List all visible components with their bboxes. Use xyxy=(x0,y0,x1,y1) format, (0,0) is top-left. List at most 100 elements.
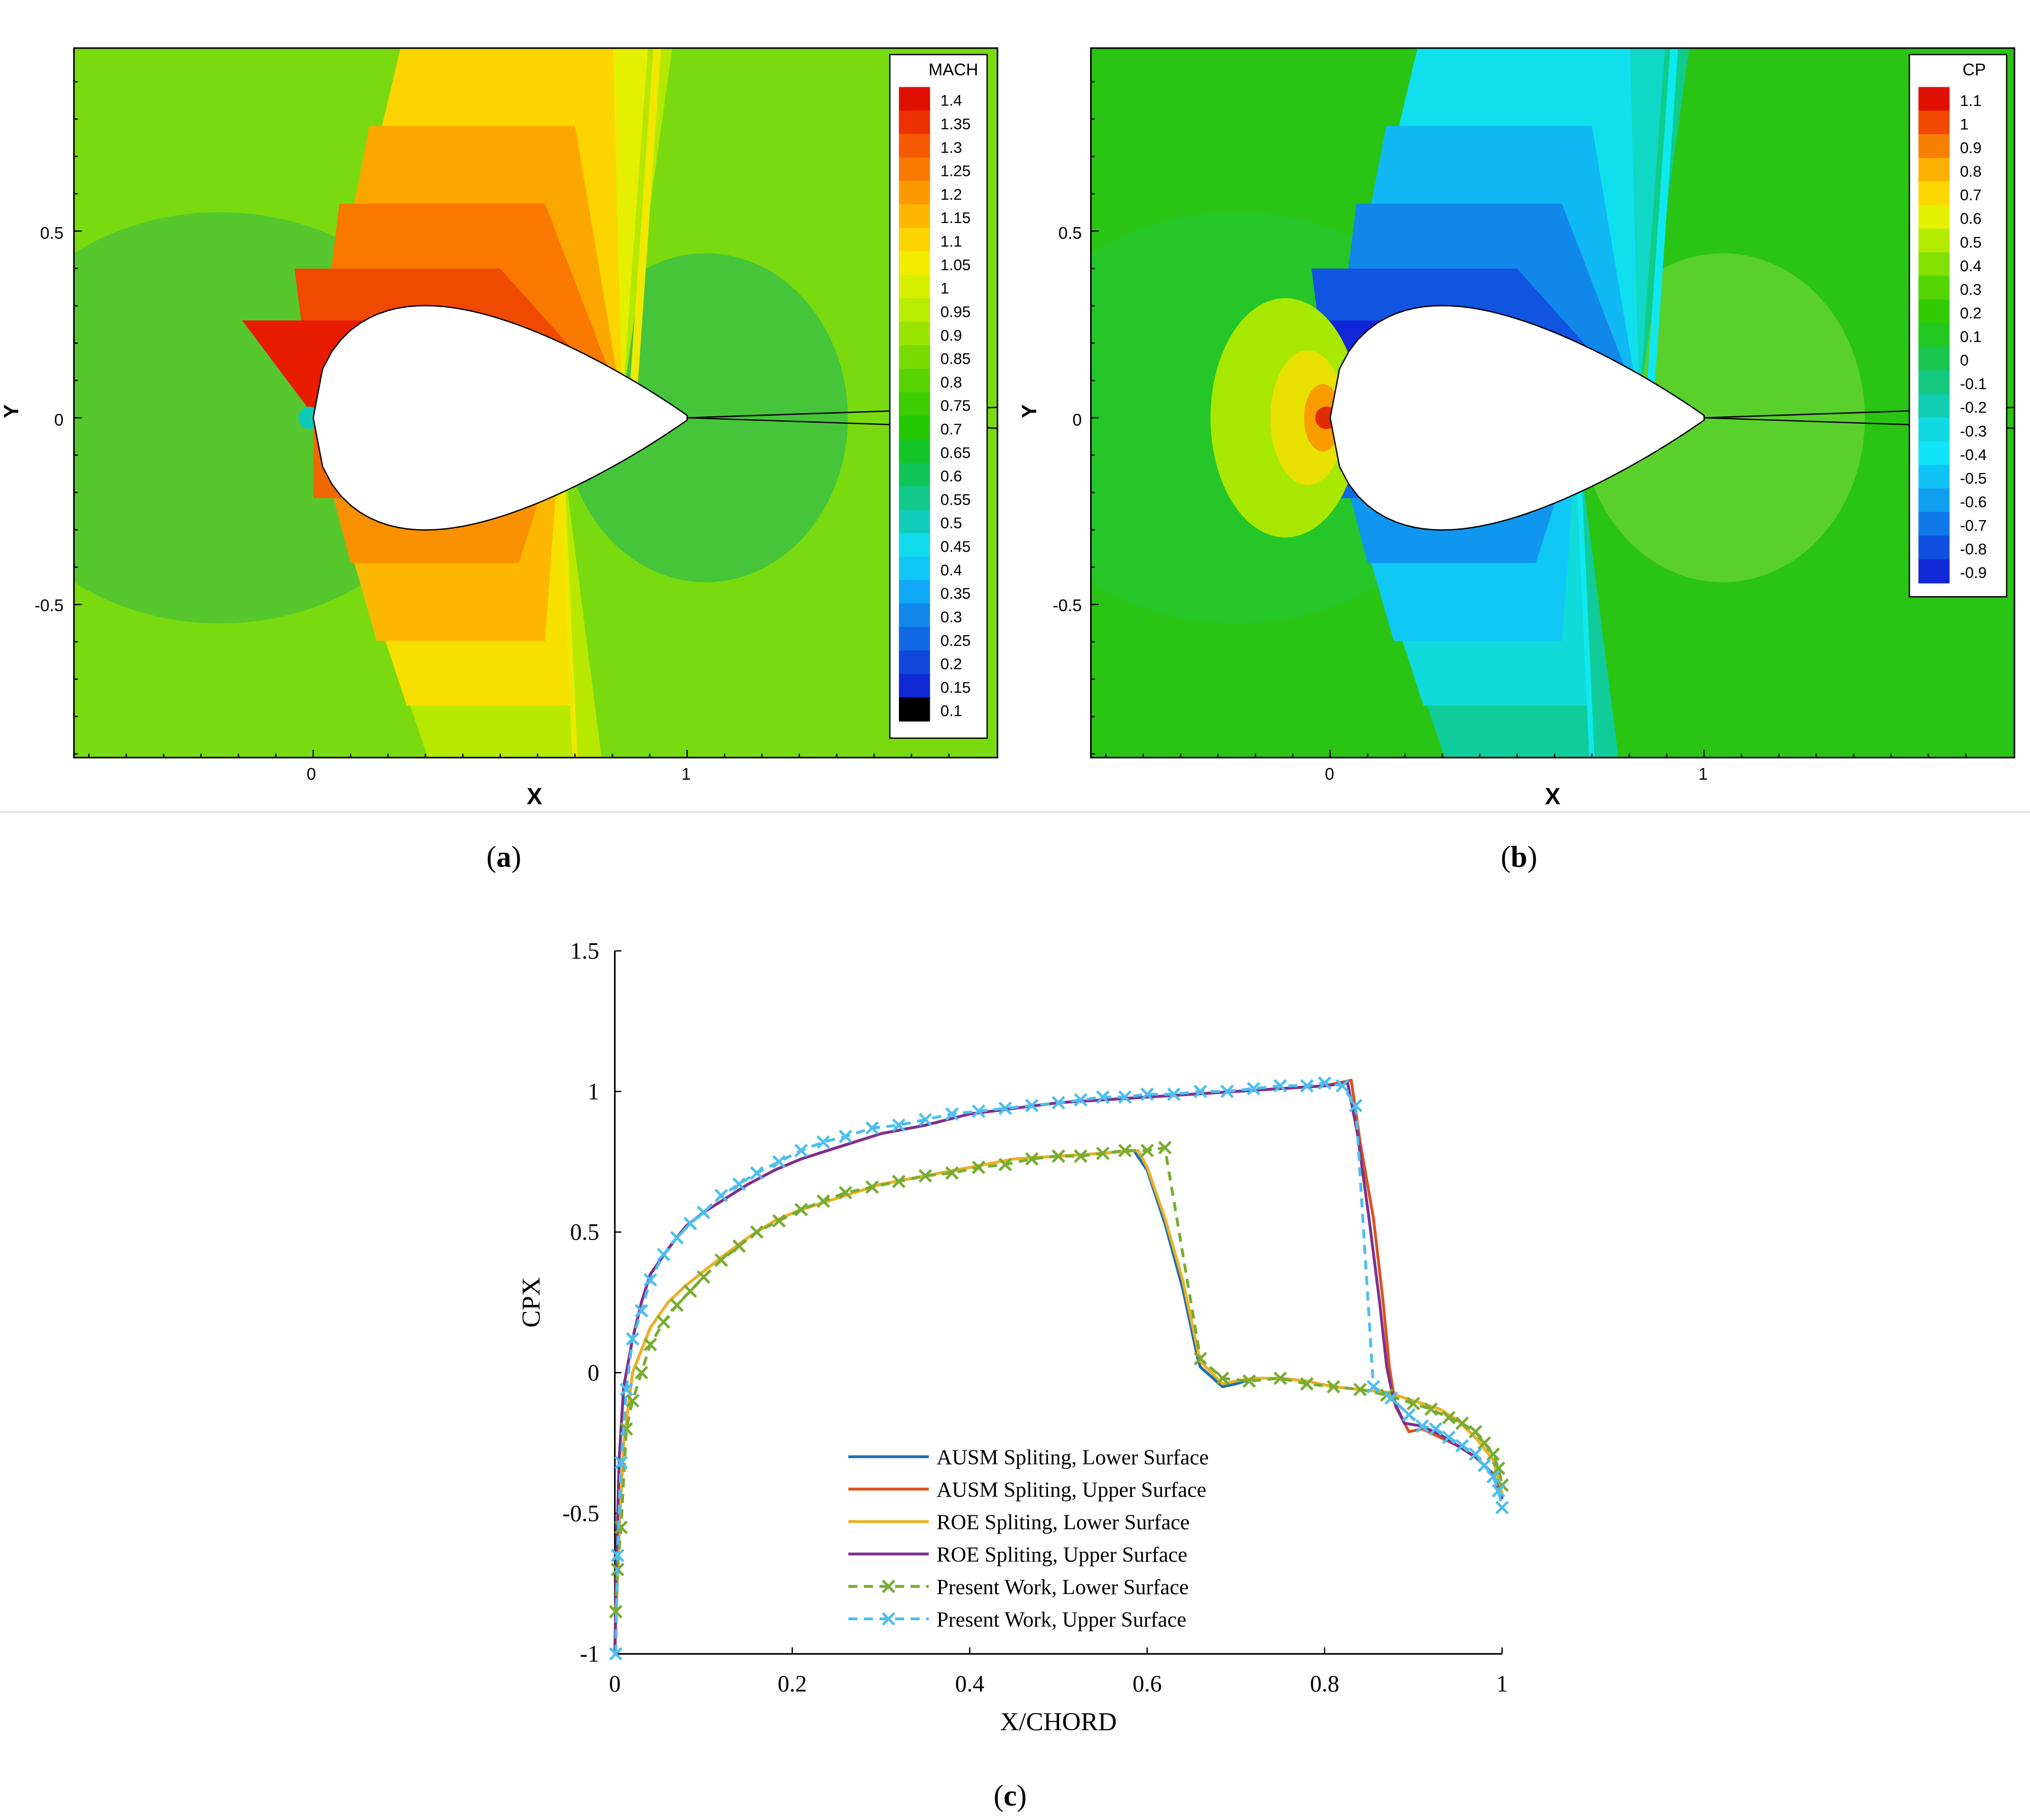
legend-swatch xyxy=(1918,276,1950,301)
data-point-marker xyxy=(714,1253,729,1267)
legend-swatch xyxy=(899,321,930,346)
data-point-marker xyxy=(1402,1408,1416,1422)
legend-swatch xyxy=(899,674,930,698)
mach-contour-plot xyxy=(73,47,998,758)
legend-level-label: 1.35 xyxy=(940,115,971,133)
series-5 xyxy=(609,1141,1509,1619)
legend-label: Present Work, Lower Surface xyxy=(936,1576,1188,1599)
legend-level-label: -0.4 xyxy=(1960,446,1987,463)
data-point-marker xyxy=(1318,1076,1332,1090)
data-point-marker xyxy=(1406,1397,1421,1410)
data-point-marker xyxy=(657,1315,671,1329)
legend-swatch xyxy=(899,345,930,370)
legend-marker xyxy=(882,1612,895,1626)
legend-swatch xyxy=(1918,464,1950,489)
legend-swatch xyxy=(1918,323,1950,348)
y-tick-label: 0 xyxy=(588,1360,599,1386)
legend-swatch xyxy=(899,157,930,182)
contour-frame xyxy=(73,47,998,758)
legend-swatch xyxy=(1918,393,1950,418)
data-point-marker xyxy=(839,1186,853,1199)
legend-swatch xyxy=(899,369,930,393)
x-tick-label-1-a: 1 xyxy=(681,765,691,784)
legend-level-label: -0.9 xyxy=(1960,564,1987,581)
data-point-marker xyxy=(865,1121,879,1135)
legend-level-label: -0.1 xyxy=(1960,375,1987,393)
data-point-marker xyxy=(971,1160,986,1175)
y-tick-label: 1 xyxy=(588,1078,599,1104)
legend-level-label: 0.4 xyxy=(940,561,962,579)
x-tick-label: 0 xyxy=(609,1670,621,1696)
data-point-marker xyxy=(1300,1079,1314,1093)
data-point-marker xyxy=(1247,1082,1261,1096)
y-tick-label: -0.5 xyxy=(562,1500,599,1526)
data-point-marker xyxy=(1074,1149,1088,1163)
data-point-marker xyxy=(816,1194,830,1208)
legend-level-label: 0 xyxy=(1960,351,1969,369)
data-point-marker xyxy=(1216,1371,1229,1386)
cp-line-chart: 0 0.2 0.4 0.6 0.8 1 -1 -0.5 0 0.5 1 1.5 X/CHORD CPX AU… xyxy=(517,938,1509,1736)
legend-level-label: 1.1 xyxy=(940,233,962,250)
legend-swatch xyxy=(899,509,930,534)
legend-swatch xyxy=(899,228,930,252)
contour-axis-ticks xyxy=(1091,81,1967,758)
data-point-marker xyxy=(1468,1425,1482,1439)
legend-level-label: 0.75 xyxy=(940,397,971,415)
legend-level-label: 0.1 xyxy=(1960,328,1982,346)
data-point-marker xyxy=(1326,1380,1340,1394)
data-point-marker xyxy=(1384,1391,1398,1405)
y-tick-label-0.5-b: 0.5 xyxy=(1059,224,1082,243)
data-point-marker xyxy=(772,1214,786,1228)
legend-level-label: 0.3 xyxy=(940,608,962,626)
data-point-marker xyxy=(1492,1484,1506,1498)
legend-level-label: -0.7 xyxy=(1960,517,1987,534)
data-point-marker xyxy=(670,1298,684,1312)
legend-swatch xyxy=(1918,181,1950,206)
data-point-marker xyxy=(1335,1079,1350,1093)
data-point-marker xyxy=(626,1332,640,1346)
legend-swatch xyxy=(1918,158,1950,183)
data-point-marker xyxy=(1477,1459,1492,1472)
data-point-marker xyxy=(609,1647,623,1661)
legend-swatch xyxy=(899,392,930,417)
data-point-marker xyxy=(1118,1090,1132,1104)
y-tick-label-0.5-a: 0.5 xyxy=(40,224,63,243)
legend-label: AUSM Spliting, Lower Surface xyxy=(936,1446,1209,1470)
data-point-marker xyxy=(945,1166,959,1180)
legend-level-label: 0.85 xyxy=(940,350,971,368)
data-point-marker xyxy=(697,1270,711,1284)
data-point-marker xyxy=(1052,1096,1066,1110)
data-point-marker xyxy=(1429,1422,1442,1436)
wake-lines xyxy=(687,407,998,429)
legend-level-label: 1 xyxy=(940,279,949,297)
cp-contour-panel: CP 1.1 1 0.9 0.8 0.7 0.6 0.5 0.4 0.3 0.2 0.1 0 -0.1 -… xyxy=(1018,47,2015,873)
data-point-marker xyxy=(892,1175,906,1188)
legend-level-label: 0.2 xyxy=(940,655,962,673)
legend-swatch xyxy=(899,580,930,604)
mach-legend-title: MACH xyxy=(929,61,978,80)
legend-swatch xyxy=(899,603,930,628)
legend-swatch xyxy=(1918,512,1950,536)
data-point-marker xyxy=(918,1113,932,1126)
legend-level-label: 0.65 xyxy=(940,444,971,461)
data-point-marker xyxy=(1158,1141,1172,1155)
data-point-marker xyxy=(657,1248,671,1261)
legend-level-label: 0.7 xyxy=(940,420,962,438)
data-point-marker xyxy=(1477,1436,1492,1450)
x-tick-label-1-b: 1 xyxy=(1698,765,1708,784)
data-point-marker xyxy=(816,1135,830,1149)
data-point-marker xyxy=(1273,1371,1287,1386)
data-point-marker xyxy=(1025,1152,1039,1166)
legend-swatch xyxy=(1918,559,1950,584)
legend-level-label: 0.2 xyxy=(1960,304,1982,322)
legend-swatch xyxy=(899,298,930,323)
legend-swatch xyxy=(1918,134,1950,159)
upper-shock xyxy=(1645,48,1678,406)
data-point-marker xyxy=(794,1144,808,1157)
legend-level-label: 0.4 xyxy=(1960,257,1982,275)
x-tick-label: 0.6 xyxy=(1133,1670,1162,1696)
legend-swatch xyxy=(899,556,930,581)
data-point-marker xyxy=(1140,1144,1154,1157)
data-point-marker xyxy=(670,1231,684,1245)
